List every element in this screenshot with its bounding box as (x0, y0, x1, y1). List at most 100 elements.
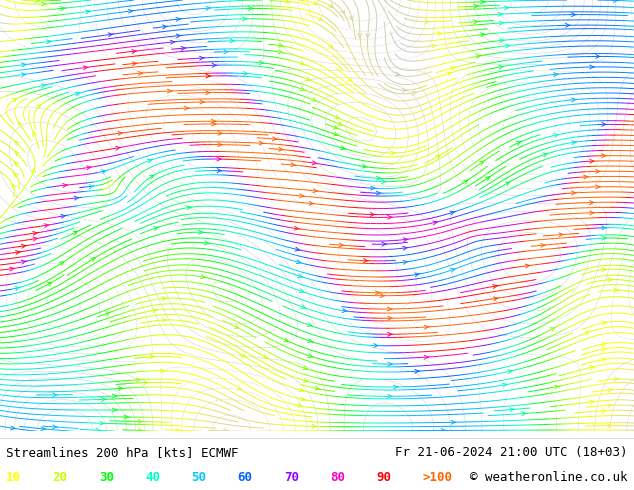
FancyArrowPatch shape (503, 383, 508, 387)
FancyArrowPatch shape (299, 289, 304, 293)
FancyArrowPatch shape (73, 231, 77, 235)
FancyArrowPatch shape (481, 33, 486, 37)
FancyArrowPatch shape (86, 10, 91, 14)
FancyArrowPatch shape (553, 73, 559, 76)
FancyArrowPatch shape (296, 260, 302, 264)
FancyArrowPatch shape (133, 62, 137, 66)
FancyArrowPatch shape (150, 355, 155, 359)
FancyArrowPatch shape (12, 184, 16, 189)
FancyArrowPatch shape (15, 287, 20, 291)
FancyArrowPatch shape (333, 132, 339, 136)
FancyArrowPatch shape (18, 122, 22, 126)
Text: 30: 30 (99, 470, 114, 484)
FancyArrowPatch shape (132, 49, 137, 53)
FancyArrowPatch shape (301, 305, 306, 308)
FancyArrowPatch shape (403, 89, 408, 93)
FancyArrowPatch shape (584, 175, 588, 179)
FancyArrowPatch shape (41, 427, 46, 431)
FancyArrowPatch shape (53, 425, 58, 429)
FancyArrowPatch shape (75, 92, 81, 96)
FancyArrowPatch shape (136, 378, 141, 382)
FancyArrowPatch shape (566, 24, 571, 27)
FancyArrowPatch shape (522, 412, 527, 416)
FancyArrowPatch shape (474, 4, 479, 8)
FancyArrowPatch shape (358, 33, 361, 37)
FancyArrowPatch shape (382, 242, 387, 246)
FancyArrowPatch shape (224, 429, 228, 433)
FancyArrowPatch shape (118, 131, 123, 135)
FancyArrowPatch shape (198, 230, 204, 234)
FancyArrowPatch shape (505, 44, 510, 48)
FancyArrowPatch shape (147, 159, 153, 163)
FancyArrowPatch shape (108, 33, 113, 37)
FancyArrowPatch shape (308, 354, 313, 358)
FancyArrowPatch shape (370, 213, 375, 217)
FancyArrowPatch shape (299, 388, 304, 392)
FancyArrowPatch shape (329, 4, 333, 8)
FancyArrowPatch shape (451, 420, 456, 424)
FancyArrowPatch shape (347, 77, 352, 81)
FancyArrowPatch shape (590, 400, 595, 404)
FancyArrowPatch shape (307, 323, 313, 326)
FancyArrowPatch shape (230, 39, 235, 43)
FancyArrowPatch shape (388, 394, 392, 398)
Text: 10: 10 (6, 470, 22, 484)
FancyArrowPatch shape (596, 185, 600, 189)
FancyArrowPatch shape (59, 262, 63, 266)
FancyArrowPatch shape (162, 296, 167, 300)
FancyArrowPatch shape (91, 258, 95, 262)
FancyArrowPatch shape (508, 370, 513, 373)
FancyArrowPatch shape (294, 226, 299, 230)
FancyArrowPatch shape (237, 386, 242, 390)
FancyArrowPatch shape (200, 100, 205, 104)
FancyArrowPatch shape (181, 47, 186, 50)
FancyArrowPatch shape (115, 147, 120, 150)
FancyArrowPatch shape (37, 105, 41, 109)
FancyArrowPatch shape (403, 246, 408, 250)
FancyArrowPatch shape (22, 73, 27, 77)
FancyArrowPatch shape (437, 32, 443, 36)
FancyArrowPatch shape (479, 161, 484, 165)
FancyArrowPatch shape (299, 194, 304, 198)
FancyArrowPatch shape (602, 154, 607, 158)
FancyArrowPatch shape (590, 159, 595, 163)
FancyArrowPatch shape (298, 274, 303, 277)
FancyArrowPatch shape (463, 180, 468, 184)
FancyArrowPatch shape (608, 388, 612, 392)
FancyArrowPatch shape (596, 54, 600, 58)
FancyArrowPatch shape (403, 238, 408, 242)
FancyArrowPatch shape (61, 215, 66, 218)
Text: 40: 40 (145, 470, 160, 484)
FancyArrowPatch shape (200, 56, 204, 60)
FancyArrowPatch shape (278, 44, 283, 47)
FancyArrowPatch shape (387, 216, 392, 220)
FancyArrowPatch shape (608, 278, 612, 282)
FancyArrowPatch shape (218, 143, 223, 147)
FancyArrowPatch shape (176, 18, 181, 21)
FancyArrowPatch shape (450, 211, 455, 215)
FancyArrowPatch shape (105, 312, 111, 316)
FancyArrowPatch shape (516, 141, 522, 145)
FancyArrowPatch shape (335, 115, 339, 119)
FancyArrowPatch shape (370, 186, 375, 190)
FancyArrowPatch shape (510, 408, 515, 412)
FancyArrowPatch shape (291, 163, 295, 167)
FancyArrowPatch shape (602, 236, 607, 240)
FancyArrowPatch shape (124, 415, 129, 419)
FancyArrowPatch shape (602, 226, 607, 230)
FancyArrowPatch shape (554, 385, 559, 389)
FancyArrowPatch shape (162, 318, 167, 322)
Text: >100: >100 (423, 470, 453, 484)
FancyArrowPatch shape (559, 233, 564, 237)
FancyArrowPatch shape (391, 151, 396, 155)
FancyArrowPatch shape (602, 358, 607, 362)
FancyArrowPatch shape (450, 67, 455, 70)
FancyArrowPatch shape (441, 428, 446, 432)
FancyArrowPatch shape (596, 170, 600, 173)
FancyArrowPatch shape (312, 161, 317, 165)
FancyArrowPatch shape (342, 309, 347, 313)
FancyArrowPatch shape (153, 309, 157, 313)
FancyArrowPatch shape (602, 347, 607, 351)
Text: © weatheronline.co.uk: © weatheronline.co.uk (470, 470, 628, 484)
FancyArrowPatch shape (176, 34, 181, 38)
